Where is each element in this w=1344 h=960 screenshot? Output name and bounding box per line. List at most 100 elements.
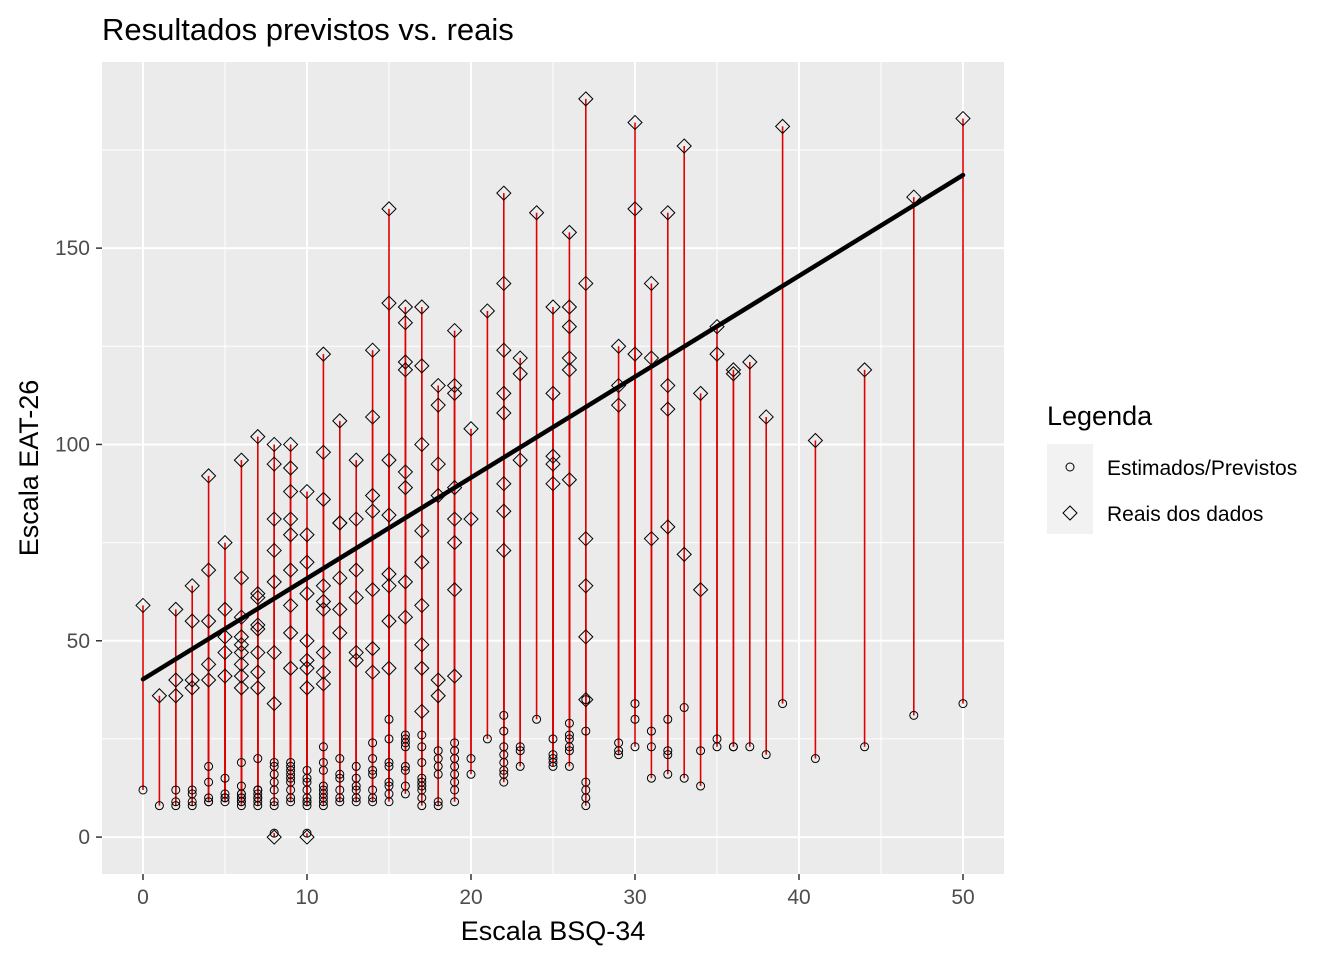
actual-point <box>676 138 692 154</box>
actual-point <box>414 660 430 676</box>
x-tick-label: 30 <box>623 886 646 909</box>
predicted-point <box>335 785 345 795</box>
actual-point <box>807 432 824 449</box>
predicted-point <box>745 742 755 752</box>
predicted-point <box>810 754 820 764</box>
x-tick-label: 0 <box>137 886 149 909</box>
predicted-points <box>138 695 968 838</box>
actual-point <box>561 318 578 335</box>
actual-point <box>200 468 217 484</box>
actual-point <box>397 315 414 331</box>
y-axis: 0 50 100 150 <box>55 237 102 849</box>
actual-point <box>496 405 512 421</box>
actual-point <box>266 695 282 712</box>
predicted-point <box>646 773 656 783</box>
actual-point <box>364 487 381 504</box>
actual-point <box>299 652 315 669</box>
predicted-point <box>417 757 427 767</box>
actual-point <box>233 570 250 586</box>
actual-point <box>348 511 364 527</box>
legend-key-background <box>1047 444 1093 534</box>
actual-point <box>332 625 348 641</box>
residual-segments <box>142 98 964 838</box>
actual-point <box>200 562 217 578</box>
actual-point <box>299 483 315 500</box>
actual-point <box>200 613 217 629</box>
actual-point <box>397 299 414 315</box>
actual-point <box>381 201 397 217</box>
actual-point <box>692 385 709 402</box>
predicted-point <box>466 769 476 779</box>
actual-point <box>266 456 282 472</box>
predicted-point <box>515 746 525 756</box>
actual-point <box>414 597 430 614</box>
predicted-point <box>368 754 378 764</box>
predicted-point <box>417 730 427 740</box>
actual-point <box>496 475 512 492</box>
actual-point <box>496 342 512 358</box>
actual-point <box>627 114 643 131</box>
actual-point <box>578 691 594 708</box>
predicted-point <box>696 781 706 791</box>
predicted-point <box>269 797 279 807</box>
predicted-point <box>564 730 574 740</box>
actual-point <box>430 397 446 413</box>
predicted-point <box>384 734 394 744</box>
actual-point <box>282 460 299 476</box>
predicted-point <box>187 789 197 799</box>
actual-point <box>545 385 561 402</box>
predicted-point <box>663 746 673 756</box>
actual-point <box>397 354 414 370</box>
predicted-point <box>663 769 673 779</box>
actual-point <box>233 668 250 684</box>
actual-point <box>479 303 496 319</box>
actual-point <box>545 299 561 315</box>
actual-point <box>233 609 250 625</box>
y-axis-title: Escala EAT-26 <box>14 380 44 557</box>
actual-point <box>282 625 299 641</box>
actual-point <box>381 578 397 594</box>
actual-point <box>299 829 315 845</box>
actual-point <box>184 578 200 594</box>
predicted-point <box>417 742 427 752</box>
predicted-point <box>236 781 246 791</box>
actual-point <box>200 656 217 673</box>
predicted-point <box>581 726 591 736</box>
predicted-point <box>351 773 361 783</box>
actual-point <box>430 456 446 472</box>
predicted-point <box>384 761 394 771</box>
actual-point <box>184 680 200 696</box>
actual-point <box>217 644 233 661</box>
predicted-point <box>515 742 525 752</box>
actual-point <box>233 629 250 645</box>
actual-point <box>135 597 151 614</box>
actual-point <box>463 511 479 527</box>
actual-point <box>315 601 332 618</box>
actual-point <box>381 660 397 676</box>
predicted-point <box>532 714 542 724</box>
legend-title: Legenda <box>1047 401 1153 431</box>
actual-point <box>496 385 512 402</box>
actual-point <box>725 366 742 382</box>
actual-point <box>168 601 184 618</box>
predicted-point <box>302 797 312 807</box>
actual-point <box>578 578 594 594</box>
predicted-point <box>351 785 361 795</box>
actual-point <box>299 554 315 570</box>
actual-point <box>660 401 676 417</box>
x-tick-label: 40 <box>787 886 810 909</box>
predicted-point <box>696 746 706 756</box>
y-tick-label: 50 <box>67 630 90 653</box>
actual-point <box>200 672 217 688</box>
actual-point <box>660 519 676 535</box>
actual-point <box>299 680 315 696</box>
actual-point <box>414 436 430 453</box>
predicted-point <box>318 757 328 767</box>
actual-point <box>397 609 414 625</box>
predicted-point <box>630 699 640 709</box>
actual-point <box>496 275 512 292</box>
predicted-point <box>286 761 296 771</box>
actual-point <box>414 523 430 539</box>
predicted-point <box>433 797 443 807</box>
